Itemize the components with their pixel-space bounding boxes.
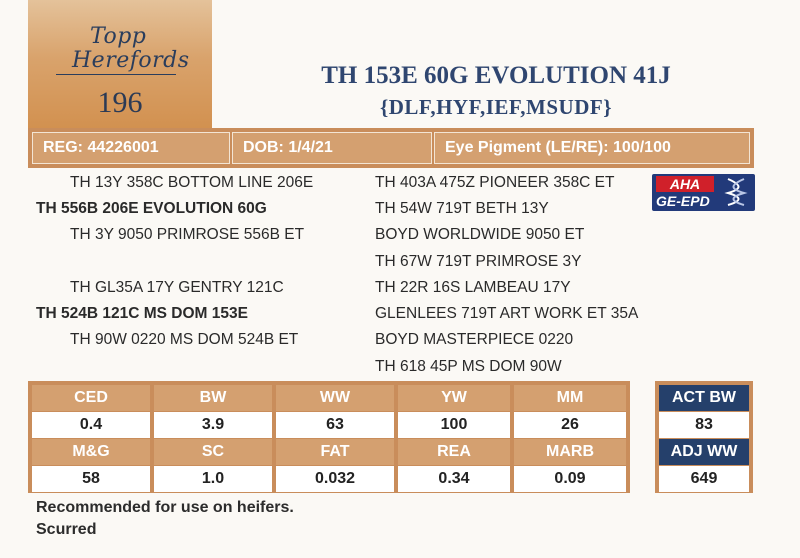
- epd-header: REA: [398, 439, 510, 465]
- pedigree-sire-sire: TH 13Y 358C BOTTOM LINE 206E: [70, 174, 314, 191]
- animal-name: TH 153E 60G EVOLUTION 41J: [321, 62, 671, 89]
- epd-value: 100: [398, 412, 510, 438]
- epd-header: SC: [154, 439, 272, 465]
- act-bw-value: 83: [659, 412, 749, 438]
- epd-header: MARB: [514, 439, 626, 465]
- lot-box: [28, 0, 212, 128]
- lot-number: 196: [97, 86, 143, 119]
- epd-header: BW: [154, 385, 272, 411]
- epd-header: WW: [276, 385, 394, 411]
- pedigree-sire-dam: TH 3Y 9050 PRIMROSE 556B ET: [70, 226, 305, 243]
- epd-header: CED: [32, 385, 150, 411]
- registration-number: REG: 44226001: [32, 132, 230, 164]
- pedigree-dam-dam: TH 90W 0220 MS DOM 524B ET: [70, 331, 299, 348]
- eye-pigment: Eye Pigment (LE/RE): 100/100: [434, 132, 750, 164]
- pedigree-ancestor: TH 67W 719T PRIMROSE 3Y: [375, 253, 582, 270]
- aha-ge-epd-badge: AHA GE-EPD: [652, 174, 755, 211]
- pedigree-ancestor: TH 618 45P MS DOM 90W: [375, 358, 562, 375]
- epd-value: 58: [32, 466, 150, 492]
- ge-epd-label: GE-EPD: [656, 193, 710, 209]
- dna-helix-icon: [724, 178, 748, 206]
- actual-weights-table: ACT BW 83 ADJ WW 649: [655, 381, 753, 493]
- epd-value: 0.09: [514, 466, 626, 492]
- epd-header: YW: [398, 385, 510, 411]
- epd-value: 63: [276, 412, 394, 438]
- epd-value: 26: [514, 412, 626, 438]
- info-bar: REG: 44226001 DOB: 1/4/21 Eye Pigment (L…: [28, 128, 754, 168]
- topp-herefords-logo: Topp Herefords: [38, 18, 190, 88]
- epd-table: CED BW WW YW MM 0.4 3.9 63 100 26 M&G SC…: [28, 381, 630, 493]
- pedigree-sire: TH 556B 206E EVOLUTION 60G: [36, 200, 267, 217]
- adj-ww-value: 649: [659, 466, 749, 492]
- aha-label: AHA: [656, 176, 714, 192]
- epd-value: 0.032: [276, 466, 394, 492]
- pedigree-ancestor: TH 54W 719T BETH 13Y: [375, 200, 549, 217]
- adj-ww-label: ADJ WW: [659, 439, 749, 465]
- epd-value: 1.0: [154, 466, 272, 492]
- pedigree-ancestor: BOYD WORLDWIDE 9050 ET: [375, 226, 585, 243]
- epd-value: 0.4: [32, 412, 150, 438]
- notes: Recommended for use on heifers. Scurred: [36, 497, 294, 541]
- logo-underline: [56, 74, 176, 75]
- epd-header: FAT: [276, 439, 394, 465]
- logo-text-herefords: Herefords: [72, 48, 190, 73]
- epd-header: MM: [514, 385, 626, 411]
- epd-value: 0.34: [398, 466, 510, 492]
- note-heifer: Recommended for use on heifers.: [36, 499, 294, 516]
- pedigree-ancestor: TH 22R 16S LAMBEAU 17Y: [375, 279, 571, 296]
- epd-value: 3.9: [154, 412, 272, 438]
- pedigree-dam: TH 524B 121C MS DOM 153E: [36, 305, 248, 322]
- pedigree-dam-sire: TH GL35A 17Y GENTRY 121C: [70, 279, 284, 296]
- pedigree-ancestor: GLENLEES 719T ART WORK ET 35A: [375, 305, 639, 322]
- date-of-birth: DOB: 1/4/21: [232, 132, 432, 164]
- pedigree-ancestor: TH 403A 475Z PIONEER 358C ET: [375, 174, 615, 191]
- genetic-codes: {DLF,HYF,IEF,MSUDF}: [379, 95, 612, 119]
- act-bw-label: ACT BW: [659, 385, 749, 411]
- logo-text-topp: Topp: [90, 24, 147, 49]
- pedigree-ancestor: BOYD MASTERPIECE 0220: [375, 331, 574, 348]
- epd-header: M&G: [32, 439, 150, 465]
- note-scurred: Scurred: [36, 521, 97, 538]
